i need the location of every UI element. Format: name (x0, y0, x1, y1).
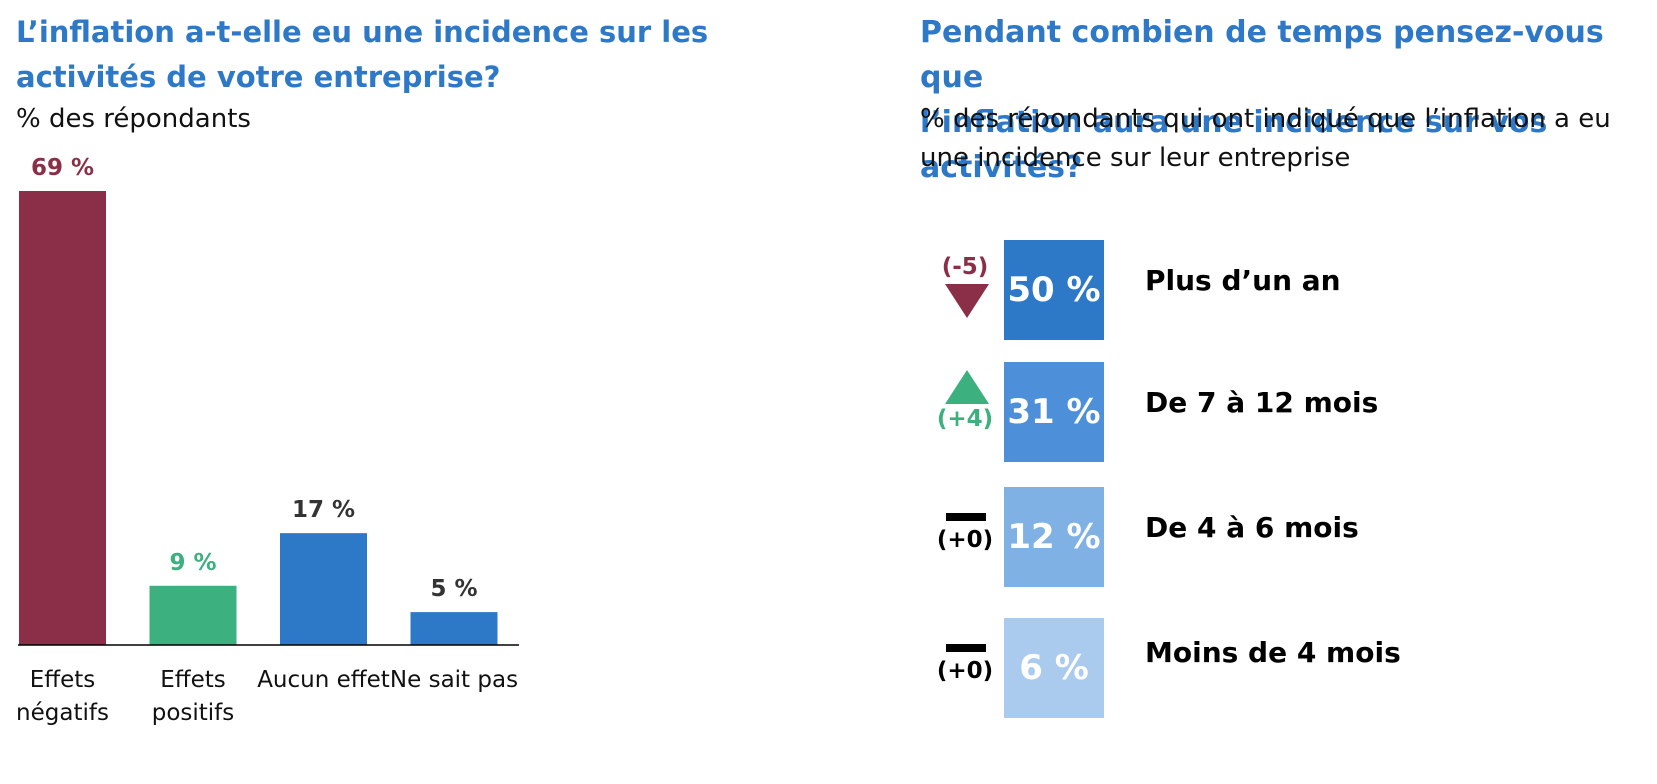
change-indicator: (+0) (930, 487, 1000, 587)
category-label-0: Effets négatifs (16, 667, 109, 726)
value-label-0: 69 % (31, 155, 94, 181)
no-change-dash-icon (946, 644, 986, 652)
left-chart-title: L’inflation a-t-elle eu une incidence su… (16, 15, 709, 94)
category-label-2: Aucun effet (257, 667, 390, 693)
bar-2 (280, 533, 367, 645)
duration-label: Moins de 4 mois (1145, 636, 1401, 669)
duration-row: (+0) 12 % De 4 à 6 mois (930, 487, 1650, 587)
change-value: (+0) (936, 527, 994, 553)
change-indicator: (-5) (930, 240, 1000, 340)
duration-row: (-5) 50 % Plus d’un an (930, 240, 1650, 340)
up-triangle-icon (945, 370, 989, 404)
left-chart-subtitle: % des répondants (16, 104, 251, 134)
change-value: (-5) (941, 254, 989, 280)
change-value: (+0) (936, 658, 994, 684)
bar-0 (19, 191, 106, 645)
category-label-1: Effets positifs (152, 667, 235, 726)
right-chart-subtitle: % des répondants qui ont indiqué que l’i… (920, 104, 1611, 173)
no-change-dash-icon (946, 513, 986, 521)
value-label-3: 5 % (430, 576, 477, 602)
duration-row: (+0) 6 % Moins de 4 mois (930, 618, 1650, 718)
impact-bar-chart: 69 % Effets négatifs 9 % Effets positifs 17 % A… (16, 155, 519, 726)
duration-label: Plus d’un an (1145, 264, 1341, 297)
value-label-1: 9 % (169, 550, 216, 576)
change-value: (+4) (936, 406, 994, 432)
change-indicator: (+4) (930, 362, 1000, 462)
percentage-box: 31 % (1004, 362, 1104, 462)
percentage-box: 12 % (1004, 487, 1104, 587)
percentage-box: 50 % (1004, 240, 1104, 340)
bar-3 (410, 612, 498, 645)
percentage-box: 6 % (1004, 618, 1104, 718)
category-label-3: Ne sait pas (390, 667, 518, 693)
duration-label: De 4 à 6 mois (1145, 511, 1359, 544)
duration-row: (+4) 31 % De 7 à 12 mois (930, 362, 1650, 462)
right-chart-title: Pendant combien de temps pensez-vous que… (920, 15, 1604, 185)
change-indicator: (+0) (930, 618, 1000, 718)
down-triangle-icon (945, 284, 989, 318)
value-label-2: 17 % (292, 497, 355, 523)
bar-1 (149, 585, 237, 645)
duration-label: De 7 à 12 mois (1145, 386, 1379, 419)
